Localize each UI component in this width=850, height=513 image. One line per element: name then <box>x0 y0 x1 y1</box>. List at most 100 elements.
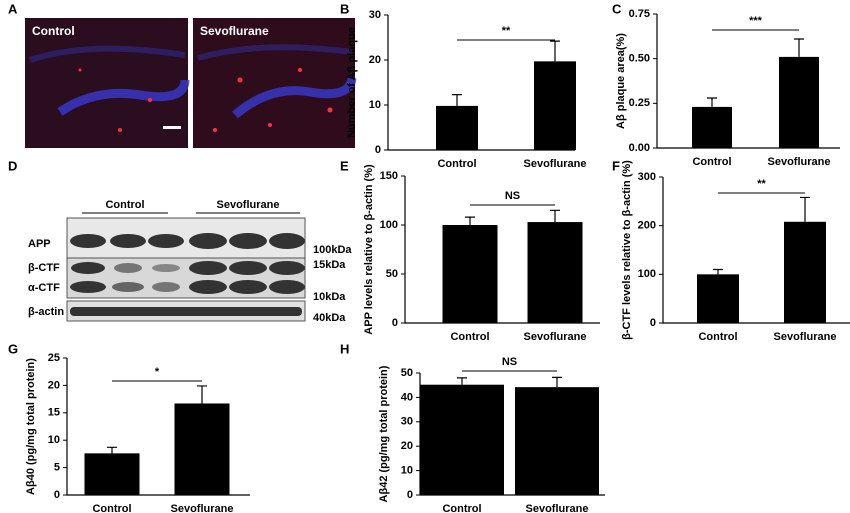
y-axis-label: Aβ plaque area(%) <box>615 33 627 129</box>
y-tick-label: 20 <box>401 440 413 452</box>
panel-letter: B <box>340 1 349 16</box>
error-bar <box>552 376 562 388</box>
y-tick-label: 0 <box>407 489 413 501</box>
significance-label: *** <box>749 15 763 27</box>
y-tick-label: 15 <box>48 407 60 419</box>
y-tick-label: 30 <box>401 416 413 428</box>
y-tick-label: 100 <box>380 219 398 231</box>
error-bar <box>707 97 717 107</box>
bar <box>779 56 819 148</box>
bar <box>436 105 478 150</box>
x-tick-label: Sevoflurane <box>768 156 831 168</box>
error-bar <box>800 196 810 222</box>
group-label: Sevoflurane <box>217 199 280 211</box>
x-tick-label: Control <box>442 503 481 513</box>
y-tick-label: 0 <box>392 317 398 329</box>
panel-letter: F <box>612 158 620 173</box>
y-axis-label: Number of Aβ plaque <box>346 27 358 138</box>
error-bar <box>107 446 117 454</box>
y-tick-label: 0 <box>650 317 656 329</box>
y-tick-label: 10 <box>369 99 381 111</box>
y-axis-label: Aβ42 (pg/mg total protein) <box>378 365 390 502</box>
group-label: Control <box>105 199 144 211</box>
band-label: β-CTF <box>28 262 60 274</box>
band-label: β-actin <box>28 306 64 318</box>
panel-letter: G <box>8 341 18 356</box>
bar <box>420 384 504 495</box>
x-tick-label: Sevoflurane <box>526 503 589 513</box>
bar <box>442 225 498 323</box>
x-tick-label: Control <box>698 331 737 343</box>
y-axis-label: Aβ40 (pg/mg total protein) <box>25 358 37 495</box>
y-tick-label: 0.75 <box>629 8 650 20</box>
error-bar <box>197 385 207 404</box>
significance-label: NS <box>502 356 517 368</box>
y-axis-label: APP levels relative to β-actin (%) <box>363 164 375 335</box>
x-tick-label: Sevoflurane <box>774 331 837 343</box>
y-tick-label: 50 <box>386 268 398 280</box>
error-bar <box>794 38 804 57</box>
y-tick-label: 100 <box>638 268 656 280</box>
bar <box>784 221 826 323</box>
x-tick-label: Sevoflurane <box>524 158 587 170</box>
x-tick-label: Control <box>92 503 131 513</box>
bar <box>174 403 230 495</box>
panel-letter: D <box>8 158 17 173</box>
y-tick-label: 0.00 <box>629 142 650 154</box>
significance-label: * <box>155 366 160 378</box>
x-tick-label: Sevoflurane <box>171 503 234 513</box>
x-tick-label: Sevoflurane <box>524 331 587 343</box>
y-tick-label: 10 <box>48 434 60 446</box>
marker-label: 100kDa <box>313 244 352 256</box>
y-tick-label: 25 <box>48 352 60 364</box>
error-bar <box>550 40 560 62</box>
error-bar <box>550 209 560 223</box>
bar <box>84 453 140 495</box>
error-bar <box>713 268 723 275</box>
bar <box>534 61 576 150</box>
significance-label: ** <box>502 25 511 37</box>
y-tick-label: 20 <box>369 54 381 66</box>
y-tick-label: 200 <box>638 220 656 232</box>
significance-label: NS <box>505 190 520 202</box>
image-label: Sevoflurane <box>200 24 269 38</box>
y-tick-label: 0.25 <box>629 97 650 109</box>
y-tick-label: 30 <box>369 9 381 21</box>
y-tick-label: 20 <box>48 379 60 391</box>
bar <box>515 387 599 495</box>
error-bar <box>452 94 462 106</box>
panel-letter: C <box>612 1 622 16</box>
micrograph <box>25 18 190 148</box>
x-tick-label: Control <box>692 156 731 168</box>
bar <box>527 222 583 323</box>
blot <box>66 217 306 322</box>
bar <box>697 274 739 323</box>
y-tick-label: 40 <box>401 391 413 403</box>
panel-letter: H <box>340 341 349 356</box>
micrograph <box>193 18 357 148</box>
y-tick-label: 0 <box>375 144 381 156</box>
x-tick-label: Control <box>450 331 489 343</box>
image-label: Control <box>32 24 75 38</box>
y-tick-label: 10 <box>401 465 413 477</box>
marker-label: 40kDa <box>313 312 346 324</box>
y-tick-label: 300 <box>638 171 656 183</box>
band-label: α-CTF <box>28 282 60 294</box>
panel-letter: A <box>8 1 18 16</box>
significance-label: ** <box>757 178 766 190</box>
y-tick-label: 0 <box>54 489 60 501</box>
band-label: APP <box>28 238 51 250</box>
marker-label: 10kDa <box>313 291 346 303</box>
bar <box>692 106 732 148</box>
y-tick-label: 150 <box>380 170 398 182</box>
x-tick-label: Control <box>437 158 476 170</box>
error-bar <box>465 216 475 225</box>
marker-label: 15kDa <box>313 259 346 271</box>
y-tick-label: 0.50 <box>629 53 650 65</box>
y-tick-label: 5 <box>54 462 60 474</box>
y-tick-label: 50 <box>401 367 413 379</box>
error-bar <box>457 377 467 385</box>
y-axis-label: β-CTF levels relative to β-actin (%) <box>621 160 633 340</box>
panel-letter: E <box>340 158 349 173</box>
